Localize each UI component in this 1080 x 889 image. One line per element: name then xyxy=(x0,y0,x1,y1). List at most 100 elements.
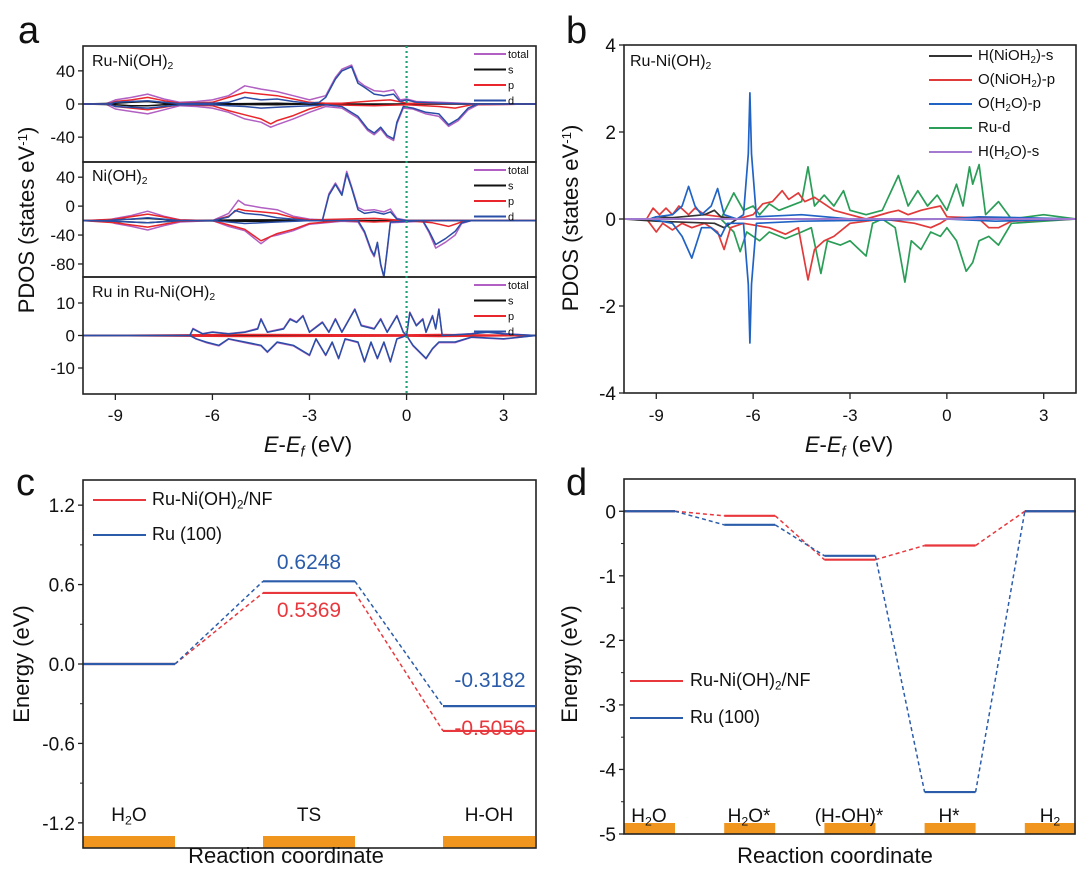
x-tick-label: 3 xyxy=(499,406,508,425)
pdos-a1-d-up-line xyxy=(83,172,536,222)
x-tick-label: 0 xyxy=(942,406,951,425)
panel-d-ylabel: Energy (eV) xyxy=(557,605,582,723)
legend-label-o_nioh2_p: O(NiOH2)-p xyxy=(978,72,1055,90)
legend-label-p: p xyxy=(508,80,514,92)
legend-text-part: 2 xyxy=(1004,150,1011,162)
legend-text-part: H(H xyxy=(978,143,1005,160)
y-tick-label: 10 xyxy=(56,294,75,313)
legend-text-part: O)-s xyxy=(1010,143,1040,160)
x-tick-label: 3 xyxy=(1039,406,1048,425)
legend-text-part: O)-p xyxy=(1010,95,1041,112)
category-bar xyxy=(443,836,535,848)
legend-text-part: H(NiOH xyxy=(978,47,1031,64)
legend-label-s: s xyxy=(508,296,514,308)
connector-ru100 xyxy=(674,510,725,526)
legend-c-ru-nioh2-nf: Ru-Ni(OH)2/NF xyxy=(152,489,273,512)
pdos-a1-total-up-line xyxy=(83,170,537,222)
y-tick-label: -4 xyxy=(599,760,616,781)
category-bar xyxy=(263,836,355,848)
y-tick-label: 40 xyxy=(56,168,75,187)
y-tick-label: -10 xyxy=(50,359,75,378)
connector-ru_ni xyxy=(354,592,444,732)
panel-d-xlabel: Reaction coordinate xyxy=(737,843,933,868)
legend-label-h_h2o_s: H(H2O)-s xyxy=(978,144,1039,162)
y-tick-label: 0 xyxy=(66,327,75,346)
legend-label-total: total xyxy=(508,165,529,177)
category-d-h2o-ads: H2O* xyxy=(727,806,771,829)
subplot-title-ru-in: Ru in Ru-Ni(OH)2 xyxy=(92,284,216,304)
y-tick-label: 1.2 xyxy=(49,496,75,517)
pdos-a0-d-down-line xyxy=(83,103,536,140)
connector-ru_ni xyxy=(875,544,925,561)
data-label-ru100-hoh: -0.3182 xyxy=(454,669,526,692)
connector-ru100 xyxy=(354,580,444,707)
y-tick-label: -80 xyxy=(50,255,75,274)
y-tick-label: 0.6 xyxy=(49,576,75,597)
data-label-runi-hoh: -0.5056 xyxy=(454,717,526,740)
legend-label-o_h2o_p: O(H2O)-p xyxy=(978,96,1041,114)
panel-letter-c: c xyxy=(16,462,35,504)
pdos-a2-d-up-line xyxy=(83,308,537,337)
connector-ru_ni xyxy=(174,592,264,665)
legend-d-ru-nioh2-nf: Ru-Ni(OH)2/NF xyxy=(690,670,811,693)
pdos-a2-d-down-line xyxy=(83,334,537,363)
y-tick-label: -4 xyxy=(599,384,616,405)
panel-b-title: Ru-Ni(OH)2 xyxy=(630,53,712,73)
y-tick-label: -1 xyxy=(599,567,616,588)
x-tick-label: -6 xyxy=(746,406,761,425)
category-bar xyxy=(824,823,876,834)
y-tick-label: -0.6 xyxy=(42,734,75,755)
category-bar xyxy=(924,823,976,834)
y-tick-label: 0 xyxy=(605,210,616,231)
panel-letter-b: b xyxy=(566,10,588,52)
legend-label-total: total xyxy=(508,49,529,61)
x-tick-label: -3 xyxy=(842,406,857,425)
legend-label-d: d xyxy=(508,212,514,224)
pdos-a1-total-down-line xyxy=(83,219,536,278)
legend-text-part: )-p xyxy=(1036,71,1056,88)
legend-text-part: 2 xyxy=(1005,102,1011,114)
panel-frame xyxy=(623,478,1076,835)
y-tick-label: -1.2 xyxy=(42,814,75,835)
legend-label-d: d xyxy=(508,96,514,108)
panel-c-ylabel: Energy (eV) xyxy=(9,605,34,723)
y-tick-label: 0 xyxy=(66,95,75,114)
connector-ru_ni xyxy=(774,515,825,561)
connector-ru100 xyxy=(874,555,926,793)
connector-ru_ni xyxy=(674,510,725,517)
category-bar xyxy=(83,836,175,848)
y-tick-label: 2 xyxy=(605,123,616,144)
y-tick-label: 0 xyxy=(66,197,75,216)
category-c-h2o: H2O xyxy=(111,805,147,828)
panel-letter-d: d xyxy=(566,462,588,504)
pdos-a0-p-down-line xyxy=(83,103,537,125)
y-tick-label: 0 xyxy=(605,502,616,523)
subplot-title-nioh2: Ni(OH)2 xyxy=(92,168,148,188)
pdos-a0-total-up-line xyxy=(83,64,537,105)
data-label-runi-ts: 0.5369 xyxy=(276,599,342,622)
category-d-h2: H2 xyxy=(1039,806,1061,829)
category-bar xyxy=(724,823,776,834)
legend-label-ru_d: Ru-d xyxy=(978,120,1011,138)
legend-label-p: p xyxy=(508,311,514,323)
y-tick-label: 4 xyxy=(605,36,616,57)
y-tick-label: 0.0 xyxy=(49,655,75,676)
x-tick-label: -3 xyxy=(302,406,317,425)
y-tick-label: 40 xyxy=(56,62,75,81)
x-tick-label: -9 xyxy=(649,406,664,425)
category-bar xyxy=(1024,823,1076,834)
legend-c-ru100: Ru (100) xyxy=(152,524,223,544)
pdos-b-ru_d-up-line xyxy=(624,163,1077,220)
connector-ru100 xyxy=(174,580,264,665)
y-tick-label: -40 xyxy=(50,226,75,245)
panel-letter-a: a xyxy=(18,10,40,52)
pdos-a0-d-up-line xyxy=(83,65,536,105)
pdos-b-o_h2o_p-down-line xyxy=(624,218,1077,344)
legend-label-s: s xyxy=(508,65,514,77)
pdos-a1-p-down-line xyxy=(82,219,536,242)
category-bar xyxy=(624,823,675,834)
legend-label-s: s xyxy=(508,181,514,193)
subplot-title-ru-nioh2: Ru-Ni(OH)2 xyxy=(92,53,174,73)
legend-label-total: total xyxy=(508,280,529,292)
